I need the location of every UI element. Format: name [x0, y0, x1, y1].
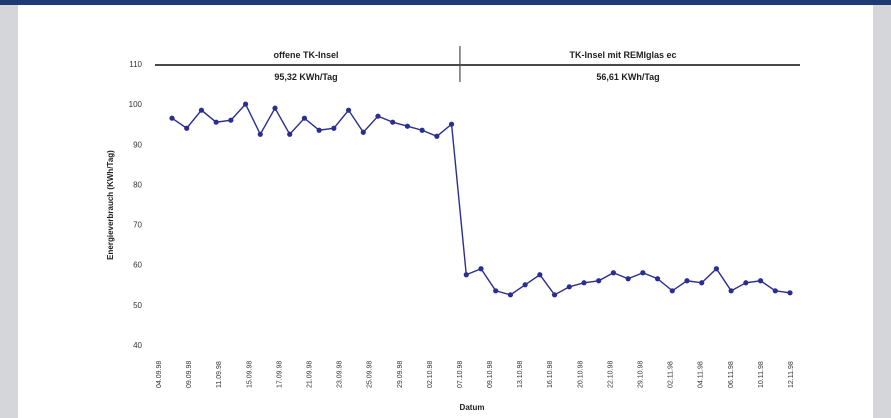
x-tick-label: 16.10.98: [547, 361, 554, 388]
x-tick-label: 04.09.98: [156, 361, 163, 388]
x-tick-label: 29.09.98: [397, 361, 404, 388]
data-point: [331, 125, 337, 131]
y-tick-label: 80: [133, 180, 142, 189]
y-axis-label: Energieverbrauch (KWh/Tag): [106, 150, 115, 260]
data-point: [728, 288, 734, 294]
x-tick-label: 09.09.98: [186, 361, 193, 388]
y-tick-label: 50: [133, 301, 142, 310]
data-point: [419, 127, 425, 133]
data-point: [448, 121, 455, 127]
data-point: [316, 127, 322, 133]
y-tick-label: 60: [133, 261, 142, 270]
data-point: [213, 119, 219, 125]
data-point: [345, 107, 352, 113]
data-point: [669, 288, 675, 294]
x-tick-label: 04.11.98: [698, 361, 705, 388]
segment-1-title: offene TK-Insel: [273, 50, 338, 60]
x-tick-label: 07.10.98: [457, 361, 464, 388]
y-tick-label: 90: [133, 140, 142, 149]
data-point: [272, 105, 278, 111]
data-point: [390, 119, 396, 125]
data-point: [287, 131, 293, 137]
data-point: [551, 292, 558, 298]
data-point: [301, 115, 308, 121]
data-point: [507, 292, 514, 298]
x-tick-label: 23.09.98: [337, 361, 344, 388]
x-tick-label: 10.11.98: [758, 361, 765, 388]
data-point: [625, 276, 631, 282]
data-point: [772, 288, 778, 294]
y-tick-label: 110: [129, 60, 142, 69]
y-tick-label: 70: [133, 221, 142, 230]
data-point: [242, 101, 249, 107]
data-point: [257, 131, 263, 137]
x-tick-label: 20.10.98: [577, 361, 584, 388]
segment-2-value: 56,61 KWh/Tag: [596, 72, 659, 82]
x-tick-label: 21.09.98: [306, 361, 313, 388]
data-point: [198, 107, 205, 113]
x-tick-label: 06.11.98: [728, 361, 735, 388]
data-point: [684, 278, 690, 284]
data-point: [493, 288, 499, 294]
x-tick-label: 02.11.98: [668, 361, 675, 388]
x-tick-label: 15.09.98: [246, 361, 253, 388]
data-point: [640, 270, 646, 276]
data-point: [787, 290, 793, 296]
x-tick-label: 02.10.98: [427, 361, 434, 388]
data-point: [581, 280, 587, 286]
data-point: [757, 278, 764, 284]
x-axis-label: Datum: [460, 403, 485, 412]
segment-1-value: 95,32 KWh/Tag: [274, 72, 337, 82]
data-point: [360, 129, 366, 135]
data-point: [610, 270, 617, 276]
x-tick-label: 22.10.98: [607, 361, 614, 388]
x-tick-label: 12.11.98: [788, 361, 795, 388]
data-point: [537, 272, 543, 278]
data-point: [596, 278, 602, 284]
data-point: [566, 284, 572, 290]
data-point: [375, 113, 381, 119]
data-point: [184, 125, 190, 131]
data-point: [463, 272, 469, 278]
data-point: [404, 123, 411, 129]
segment-2-title: TK-Insel mit REMIglas ec: [569, 50, 676, 60]
y-tick-label: 100: [129, 100, 143, 109]
x-tick-label: 11.09.98: [216, 361, 223, 388]
data-point: [228, 117, 234, 123]
x-tick-label: 25.09.98: [367, 361, 374, 388]
y-tick-label: 40: [133, 341, 142, 350]
data-point: [699, 280, 705, 286]
data-point: [169, 115, 175, 121]
data-point: [743, 280, 749, 286]
x-axis: 04.09.98 09.09.98 11.09.98 15.09.98 17.09.98…: [156, 361, 795, 388]
data-point: [713, 266, 720, 272]
x-tick-label: 13.10.98: [517, 361, 524, 388]
right-side-panel: [873, 5, 891, 418]
left-side-panel: [0, 5, 18, 418]
data-point: [522, 282, 528, 288]
y-axis: 40 50 60 70 80 90 100 110: [129, 60, 143, 350]
top-accent-bar: [0, 0, 891, 5]
data-point: [654, 276, 661, 282]
series-line: [169, 101, 793, 298]
x-tick-label: 29.10.98: [638, 361, 645, 388]
data-point: [478, 266, 484, 272]
data-point: [434, 133, 440, 139]
x-tick-label: 09.10.98: [487, 361, 494, 388]
x-tick-label: 17.09.98: [276, 361, 283, 388]
